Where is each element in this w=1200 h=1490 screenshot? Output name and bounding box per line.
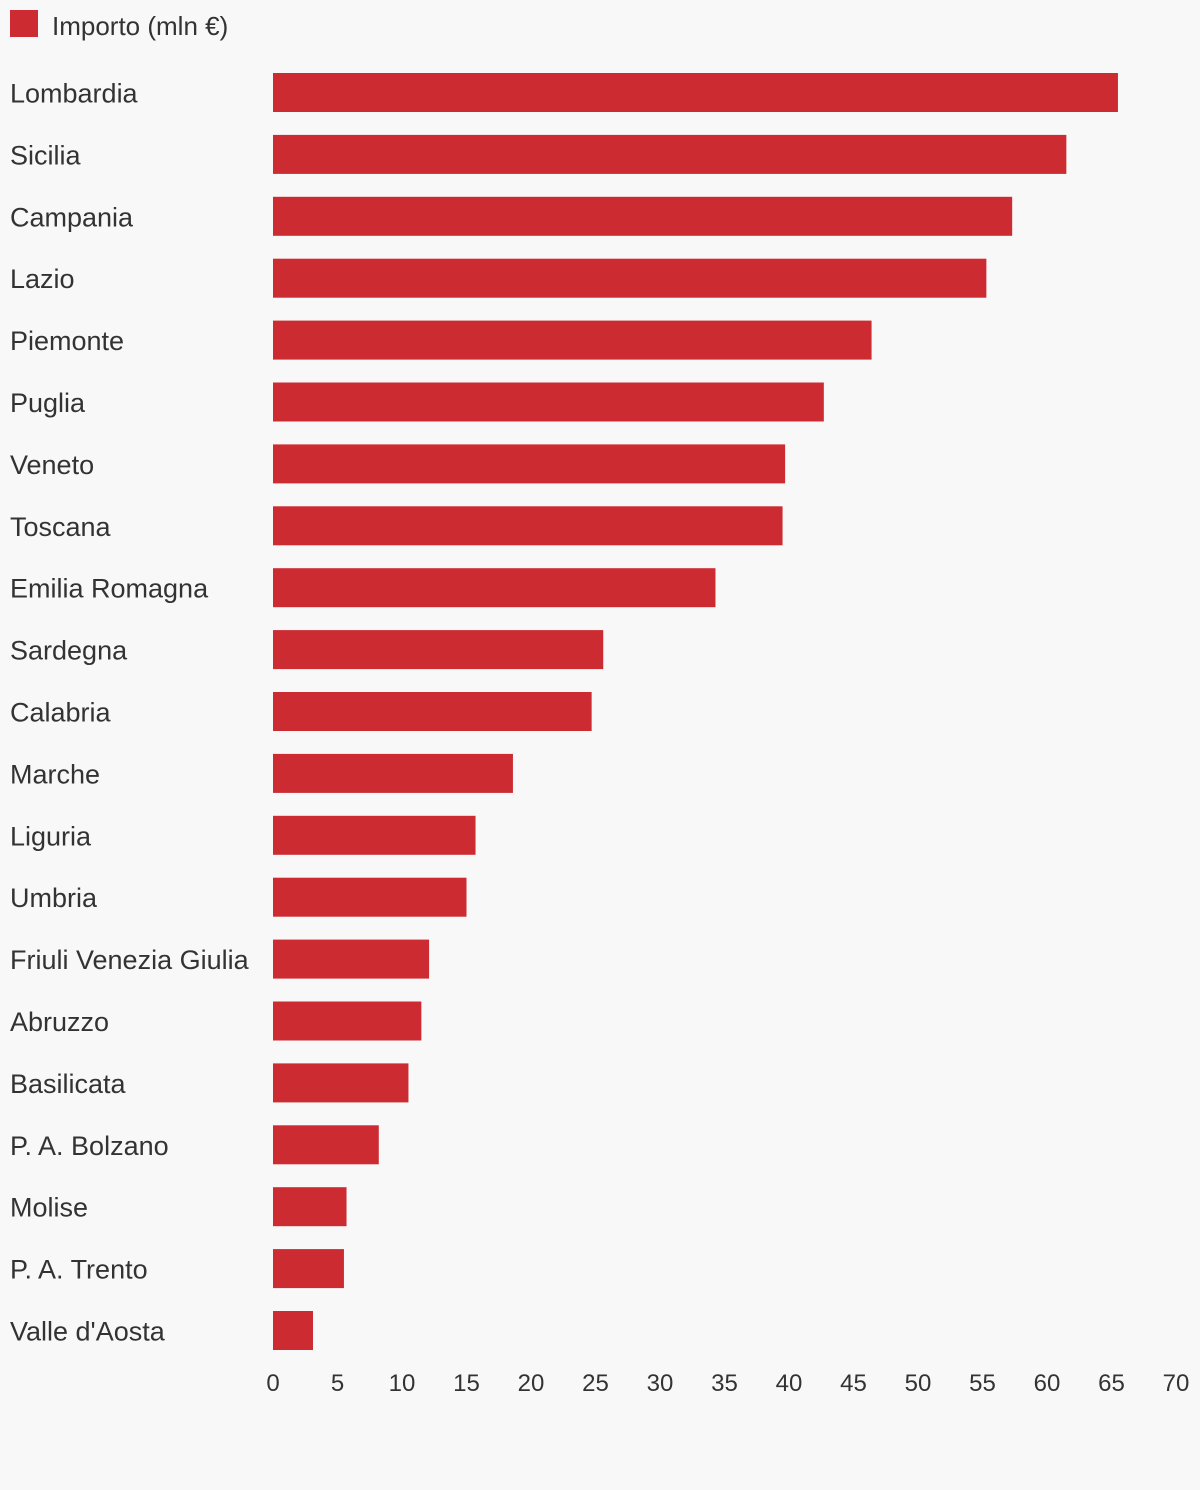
category-label: Campania (10, 202, 134, 232)
category-label: Basilicata (10, 1069, 127, 1099)
category-label: Lazio (10, 264, 75, 294)
bar (273, 444, 786, 484)
category-label: P. A. Trento (10, 1255, 148, 1285)
x-tick-label: 45 (840, 1370, 867, 1397)
category-label: Marche (10, 759, 100, 789)
x-tick-label: 55 (969, 1370, 996, 1397)
bar (273, 320, 872, 360)
x-tick-label: 35 (711, 1370, 738, 1397)
legend-label: Importo (mln €) (52, 11, 228, 41)
x-tick-label: 0 (266, 1370, 279, 1397)
bar (273, 134, 1067, 174)
bar (273, 630, 604, 670)
bar (273, 753, 513, 793)
bar (273, 815, 476, 855)
category-label: Sicilia (10, 140, 82, 170)
category-label: Veneto (10, 450, 94, 480)
x-tick-label: 30 (647, 1370, 674, 1397)
category-label: Toscana (10, 512, 112, 542)
bars (273, 73, 1118, 1350)
bar (273, 258, 987, 298)
bar (273, 73, 1118, 112)
category-label: P. A. Bolzano (10, 1131, 169, 1161)
x-tick-label: 40 (776, 1370, 803, 1397)
bar (273, 382, 824, 422)
legend-swatch (10, 10, 38, 37)
category-label: Friuli Venezia Giulia (10, 945, 250, 975)
bar (273, 1249, 344, 1289)
bar (273, 568, 716, 608)
x-axis-ticks: 0 5 10 15 20 25 30 35 40 45 50 55 60 65 70 (266, 1370, 1189, 1397)
category-label: Valle d'Aosta (10, 1317, 166, 1347)
x-tick-label: 50 (905, 1370, 932, 1397)
bar (273, 1125, 379, 1165)
x-tick-label: 65 (1098, 1370, 1125, 1397)
bar (273, 1311, 313, 1350)
category-label: Umbria (10, 883, 98, 913)
category-label: Liguria (10, 821, 92, 851)
x-tick-label: 25 (582, 1370, 609, 1397)
x-tick-label: 70 (1163, 1370, 1190, 1397)
x-tick-label: 60 (1034, 1370, 1061, 1397)
category-label: Puglia (10, 388, 86, 418)
category-label: Sardegna (10, 636, 128, 666)
category-label: Emilia Romagna (10, 574, 209, 604)
x-tick-label: 15 (453, 1370, 480, 1397)
category-label: Lombardia (10, 79, 139, 109)
category-label: Molise (10, 1193, 88, 1223)
bar (273, 939, 430, 979)
x-tick-label: 20 (518, 1370, 545, 1397)
bar (273, 1001, 422, 1041)
bar (273, 1063, 409, 1103)
bar (273, 196, 1013, 236)
category-label: Calabria (10, 698, 112, 728)
bar (273, 877, 467, 917)
bar (273, 692, 592, 731)
category-label: Abruzzo (10, 1007, 109, 1037)
legend: Importo (mln €) (10, 10, 228, 41)
bar (273, 1187, 347, 1227)
category-label: Piemonte (10, 326, 124, 356)
bar (273, 506, 783, 546)
category-labels: Lombardia Sicilia Campania Lazio Piemonte Pug… (10, 79, 250, 1347)
x-tick-label: 10 (389, 1370, 416, 1397)
x-tick-label: 5 (331, 1370, 344, 1397)
